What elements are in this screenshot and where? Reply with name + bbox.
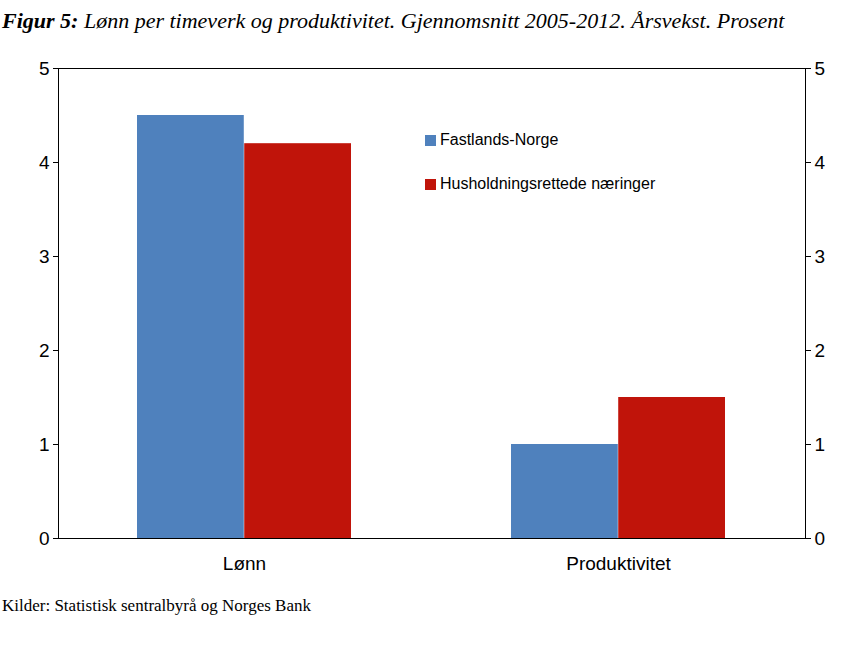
svg-text:5: 5: [39, 58, 50, 79]
html-text:Fastlands-Norge: Fastlands-Norge: [440, 131, 559, 148]
svg-text:4: 4: [815, 152, 826, 173]
svg-text:0: 0: [39, 528, 50, 549]
svg-text:1: 1: [39, 434, 50, 455]
html-text:Kilder: Statistisk sentralbyrå: Kilder: Statistisk sentralbyrå og Norges…: [2, 596, 311, 615]
svg-text:1: 1: [815, 434, 826, 455]
svg-text:3: 3: [39, 246, 50, 267]
svg-text:4: 4: [39, 152, 50, 173]
svg-text:2: 2: [815, 340, 826, 361]
svg-text:Lønn: Lønn: [223, 553, 266, 574]
svg-text:Produktivitet: Produktivitet: [566, 553, 671, 574]
html-text:Husholdningsrettede næringer: Husholdningsrettede næringer: [440, 175, 656, 192]
svg-text:2: 2: [39, 340, 50, 361]
svg-text:5: 5: [815, 58, 826, 79]
html-text:Figur 5: Lønn per timeverk og: Figur 5: Lønn per timeverk og produktivi…: [2, 8, 785, 33]
svg-text:0: 0: [815, 528, 826, 549]
svg-text:3: 3: [815, 246, 826, 267]
